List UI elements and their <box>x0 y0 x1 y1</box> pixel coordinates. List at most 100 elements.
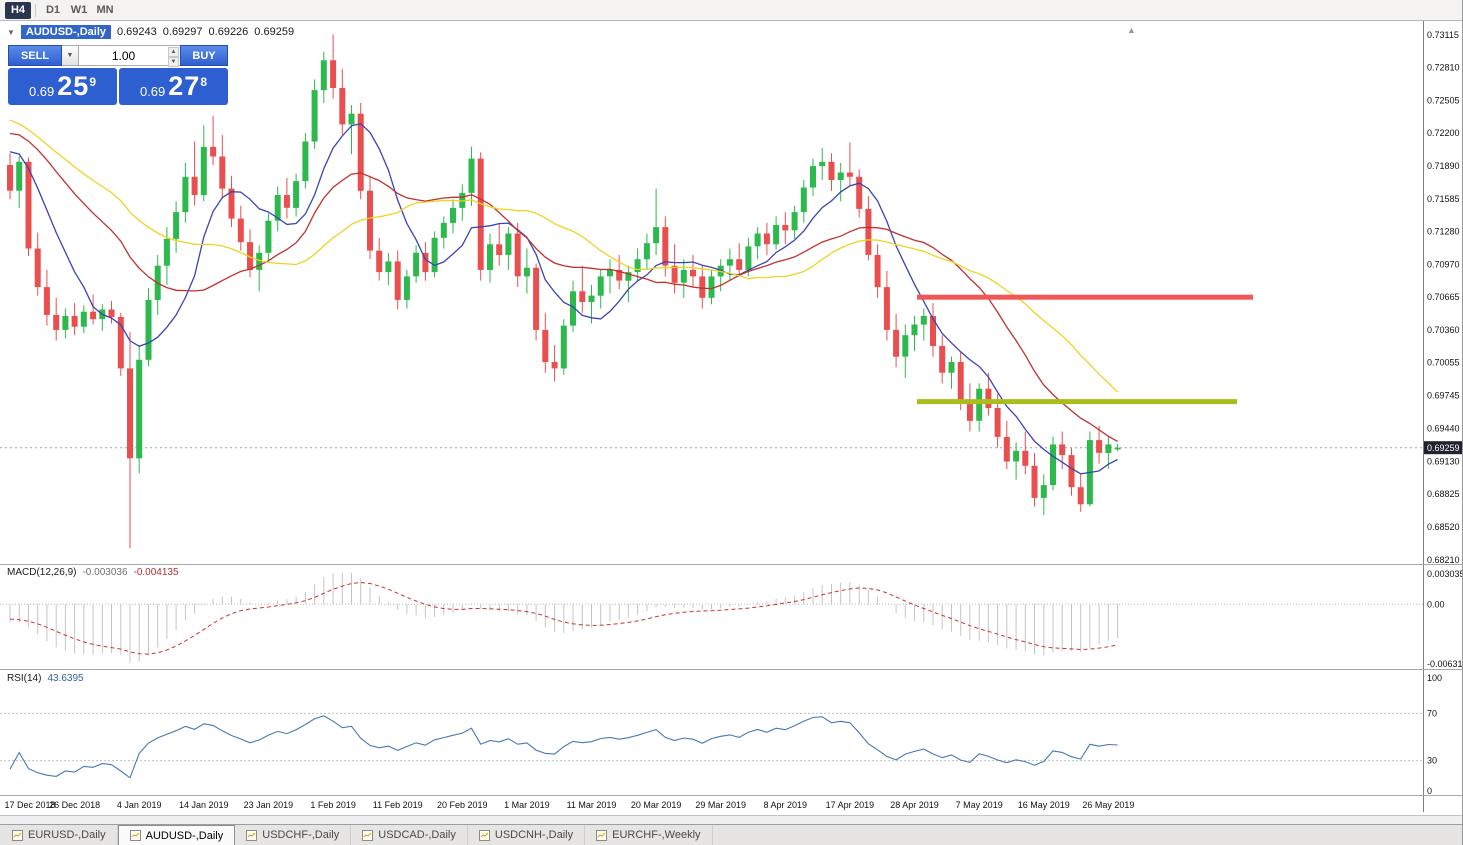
sell-button[interactable]: SELL <box>8 45 62 66</box>
svg-text:11 Feb 2019: 11 Feb 2019 <box>373 800 423 810</box>
volume-decrease-button[interactable]: ▼ <box>168 57 179 67</box>
svg-text:100: 100 <box>1427 673 1442 683</box>
svg-text:0.69440: 0.69440 <box>1427 423 1460 433</box>
chart-dropdown-icon[interactable]: ▼ <box>7 27 15 37</box>
buy-price-display[interactable]: 0.69 27 8 <box>119 68 228 105</box>
svg-text:0.00: 0.00 <box>1427 599 1445 609</box>
chart-position-marker: ▲ <box>1127 25 1136 35</box>
svg-text:70: 70 <box>1427 708 1437 718</box>
sell-price-pip: 9 <box>89 74 97 89</box>
buy-button[interactable]: BUY <box>180 45 228 66</box>
svg-text:7 May 2019: 7 May 2019 <box>956 800 1003 810</box>
tab-label: AUDUSD-,Daily <box>145 829 224 842</box>
timeframe-mn-button[interactable]: MN <box>92 2 118 19</box>
volume-dropdown-button[interactable]: ▼ <box>62 45 79 66</box>
volume-spinners: ▲ ▼ <box>168 47 179 67</box>
svg-text:-0.006311: -0.006311 <box>1427 659 1463 669</box>
trade-price-row: 0.69 25 9 0.69 27 8 <box>8 68 228 105</box>
sell-price-prefix: 0.69 <box>28 83 55 99</box>
svg-text:29 Mar 2019: 29 Mar 2019 <box>695 800 746 810</box>
svg-text:0.72200: 0.72200 <box>1427 128 1460 138</box>
sell-price-big: 25 <box>57 71 90 101</box>
buy-price-pip: 8 <box>200 74 208 89</box>
svg-text:17 Apr 2019: 17 Apr 2019 <box>826 800 875 810</box>
svg-text:1 Mar 2019: 1 Mar 2019 <box>504 800 550 810</box>
toolbar-separator <box>35 3 36 17</box>
svg-text:0.72810: 0.72810 <box>1427 63 1460 73</box>
svg-text:0.69745: 0.69745 <box>1427 391 1460 401</box>
rsi-label: RSI(14) 43.6395 <box>7 673 84 684</box>
ohlc-close: 0.69259 <box>254 26 295 38</box>
macd-label: MACD(12,26,9) -0.003036 -0.004135 <box>7 567 179 578</box>
chart-tabs: EURUSD-,Daily AUDUSD-,Daily USDCHF-,Dail… <box>0 824 1462 845</box>
volume-increase-button[interactable]: ▲ <box>168 47 179 57</box>
chart-tab-icon <box>596 829 608 841</box>
svg-text:0.69130: 0.69130 <box>1427 457 1460 467</box>
svg-text:14 Jan 2019: 14 Jan 2019 <box>179 800 229 810</box>
svg-text:0.68520: 0.68520 <box>1427 522 1460 532</box>
svg-text:0.70055: 0.70055 <box>1427 358 1460 368</box>
sell-price-display[interactable]: 0.69 25 9 <box>8 68 117 105</box>
macd-signal-value: -0.004135 <box>133 567 179 578</box>
rsi-indicator-canvas[interactable]: 100 70 30 0 <box>0 669 1463 795</box>
chart-title: ▼ AUDUSD-,Daily 0.69243 0.69297 0.69226 … <box>7 25 294 39</box>
timeframe-toolbar: H4 D1 W1 MN <box>0 0 1462 21</box>
volume-field-wrap: ▲ ▼ <box>79 45 180 67</box>
svg-text:0.70970: 0.70970 <box>1427 260 1460 270</box>
macd-indicator-canvas[interactable]: 0.003035 0.00 -0.006311 <box>0 564 1463 669</box>
svg-text:4 Jan 2019: 4 Jan 2019 <box>117 800 162 810</box>
rsi-name: RSI(14) <box>7 673 42 684</box>
svg-text:26 May 2019: 26 May 2019 <box>1082 800 1134 810</box>
svg-text:26 Dec 2018: 26 Dec 2018 <box>49 800 100 810</box>
tab-label: USDCNH-,Daily <box>494 829 574 841</box>
tab-audusd-daily[interactable]: AUDUSD-,Daily <box>117 825 236 845</box>
svg-text:23 Jan 2019: 23 Jan 2019 <box>244 800 294 810</box>
buy-price-prefix: 0.69 <box>139 83 166 99</box>
svg-text:0.70665: 0.70665 <box>1427 292 1460 302</box>
tab-label: USDCHF-,Daily <box>262 829 340 841</box>
svg-text:0.71585: 0.71585 <box>1427 194 1460 204</box>
chart-tab-icon <box>362 829 374 841</box>
tab-eurusd-daily[interactable]: EURUSD-,Daily <box>1 825 118 845</box>
svg-text:30: 30 <box>1427 756 1437 766</box>
svg-text:28 Apr 2019: 28 Apr 2019 <box>890 800 939 810</box>
svg-text:8 Apr 2019: 8 Apr 2019 <box>764 800 808 810</box>
svg-text:0.003035: 0.003035 <box>1427 569 1463 579</box>
tab-usdcad-daily[interactable]: USDCAD-,Daily <box>351 825 468 845</box>
svg-text:0.68825: 0.68825 <box>1427 489 1460 499</box>
tab-usdchf-daily[interactable]: USDCHF-,Daily <box>235 825 352 845</box>
timeframe-w1-button[interactable]: W1 <box>66 2 92 19</box>
timeframe-d1-button[interactable]: D1 <box>40 2 66 19</box>
tab-eurchf-weekly[interactable]: EURCHF-,Weekly <box>585 825 713 845</box>
tab-usdcnh-daily[interactable]: USDCNH-,Daily <box>468 825 586 845</box>
svg-text:16 May 2019: 16 May 2019 <box>1018 800 1070 810</box>
price-chart-canvas[interactable]: 0.73115 0.72810 0.72505 0.72200 0.71890 0.715… <box>0 21 1463 564</box>
svg-text:0.73115: 0.73115 <box>1427 30 1459 40</box>
trade-controls-row: SELL ▼ ▲ ▼ BUY <box>8 45 228 67</box>
buy-price-big: 27 <box>168 71 201 101</box>
tab-label: EURUSD-,Daily <box>28 829 106 841</box>
svg-text:0.70360: 0.70360 <box>1427 325 1460 335</box>
window-resize-strip <box>0 815 1462 824</box>
tab-label: EURCHF-,Weekly <box>612 829 701 841</box>
svg-text:0.69259: 0.69259 <box>1427 443 1460 453</box>
ohlc-high: 0.69297 <box>162 26 203 38</box>
chart-tab-icon <box>129 830 141 841</box>
chart-tab-icon <box>246 829 258 841</box>
chevron-down-icon: ▼ <box>66 52 74 59</box>
ohlc-low: 0.69226 <box>208 26 249 38</box>
svg-text:20 Mar 2019: 20 Mar 2019 <box>631 800 682 810</box>
svg-text:0.68210: 0.68210 <box>1427 555 1460 564</box>
one-click-trading-panel: SELL ▼ ▲ ▼ BUY 0.69 25 9 0.6 <box>8 45 228 105</box>
svg-text:0.72505: 0.72505 <box>1427 95 1460 105</box>
volume-input[interactable] <box>79 46 180 65</box>
macd-value: -0.003036 <box>82 567 128 578</box>
timeframe-h4-button[interactable]: H4 <box>5 1 31 19</box>
svg-text:11 Mar 2019: 11 Mar 2019 <box>567 800 617 810</box>
chart-tab-icon <box>478 829 490 841</box>
svg-text:0: 0 <box>1427 786 1432 795</box>
chart-symbol-label: AUDUSD-,Daily <box>20 25 111 39</box>
svg-text:0.71280: 0.71280 <box>1427 226 1460 236</box>
